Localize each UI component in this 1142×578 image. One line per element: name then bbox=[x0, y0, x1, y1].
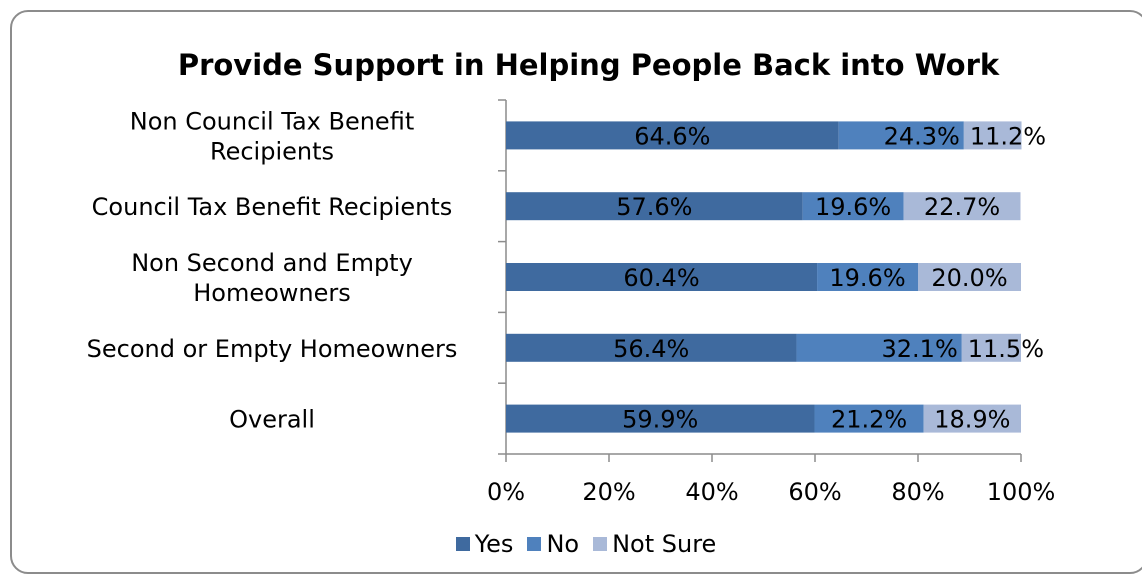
bar-yes bbox=[506, 404, 815, 433]
category-label: Council Tax Benefit Recipients bbox=[92, 193, 453, 221]
bar-not-sure bbox=[923, 404, 1021, 433]
bar-yes bbox=[506, 333, 797, 362]
bar-yes bbox=[506, 263, 818, 291]
x-tick-label: 100% bbox=[987, 478, 1056, 506]
bar-no bbox=[838, 121, 964, 150]
data-label: 18.9% bbox=[934, 406, 1010, 434]
category-label: Second or Empty Homeowners bbox=[87, 335, 458, 363]
data-label: 57.6% bbox=[616, 193, 692, 221]
bar-yes bbox=[506, 192, 803, 221]
data-label: 64.6% bbox=[634, 122, 710, 150]
x-tick-label: 60% bbox=[788, 478, 841, 506]
chart-frame bbox=[10, 10, 1142, 574]
legend-label-yes: Yes bbox=[474, 530, 514, 558]
chart-title: Provide Support in Helping People Back i… bbox=[177, 48, 1000, 82]
data-label: 19.6% bbox=[815, 193, 891, 221]
data-label: 11.2% bbox=[970, 122, 1046, 150]
legend-label-not-sure: Not Sure bbox=[612, 530, 717, 558]
x-tick-label: 40% bbox=[685, 478, 738, 506]
category-label: Non Second and Empty bbox=[131, 249, 413, 277]
legend-item-no: No bbox=[527, 530, 579, 558]
bar-not-sure bbox=[918, 263, 1021, 291]
bar-not-sure bbox=[963, 121, 1022, 150]
data-label: 22.7% bbox=[924, 193, 1000, 221]
x-tick-label: 80% bbox=[891, 478, 944, 506]
data-label: 59.9% bbox=[622, 406, 698, 434]
bar-no bbox=[817, 263, 918, 291]
data-label: 20.0% bbox=[931, 264, 1007, 292]
category-label: Recipients bbox=[210, 137, 334, 165]
data-label: 32.1% bbox=[882, 335, 958, 363]
bar-no bbox=[796, 333, 962, 362]
data-label: 60.4% bbox=[623, 264, 699, 292]
category-label: Non Council Tax Benefit bbox=[130, 107, 414, 135]
legend-label-no: No bbox=[546, 530, 580, 558]
category-label: Overall bbox=[229, 406, 315, 434]
legend-swatch-yes bbox=[455, 537, 470, 551]
bar-not-sure bbox=[961, 333, 1021, 362]
bar-no bbox=[814, 404, 924, 433]
legend-item-not-sure: Not Sure bbox=[593, 530, 716, 558]
x-tick-label: 20% bbox=[582, 478, 635, 506]
data-label: 56.4% bbox=[613, 335, 689, 363]
category-label: Homeowners bbox=[193, 279, 351, 307]
data-label: 19.6% bbox=[829, 264, 905, 292]
data-label: 21.2% bbox=[831, 406, 907, 434]
data-label: 24.3% bbox=[884, 122, 960, 150]
bar-not-sure bbox=[903, 192, 1021, 221]
bar-yes bbox=[506, 121, 839, 150]
chart-legend: Yes No Not Sure bbox=[0, 530, 1142, 558]
legend-item-yes: Yes bbox=[455, 530, 514, 558]
bar-no bbox=[802, 192, 904, 221]
x-tick-label: 0% bbox=[487, 478, 525, 506]
legend-swatch-no bbox=[527, 537, 542, 551]
data-label: 11.5% bbox=[968, 335, 1044, 363]
legend-swatch-not-sure bbox=[593, 537, 608, 551]
